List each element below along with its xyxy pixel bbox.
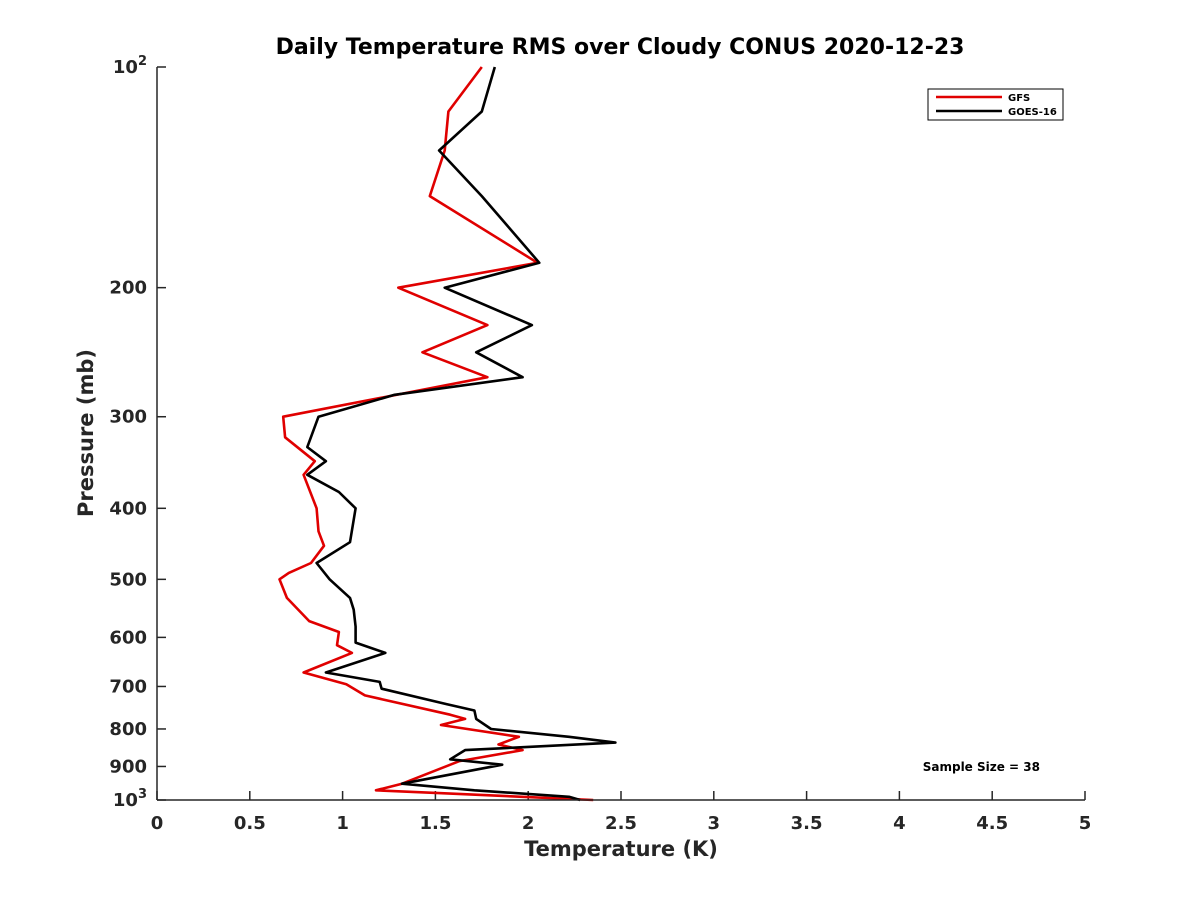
- legend-label-gfs: GFS: [1008, 93, 1030, 104]
- series-line-goes16: [306, 66, 617, 802]
- x-tick-label: 0: [151, 813, 164, 834]
- x-tick-label: 4.5: [976, 813, 1008, 834]
- y-tick-label: 300: [109, 407, 147, 428]
- y-tick-label: 800: [109, 719, 147, 740]
- legend: GFS GOES-16: [927, 88, 1064, 121]
- x-tick-label: 0.5: [234, 813, 266, 834]
- y-tick-label: 900: [109, 756, 147, 777]
- y-tick-exponent: 3: [138, 787, 147, 802]
- y-tick-exponent: 2: [138, 54, 147, 69]
- x-tick-label: 4: [893, 813, 906, 834]
- series-line-gfs: [278, 66, 594, 802]
- y-tick-label: 200: [109, 278, 147, 299]
- legend-box: [927, 88, 1064, 121]
- chart-title: Daily Temperature RMS over Cloudy CONUS …: [276, 35, 965, 60]
- y-axis-label: Pressure (mb): [74, 349, 98, 517]
- x-tick-label: 3: [708, 813, 721, 834]
- x-tick-label: 5: [1079, 813, 1092, 834]
- series-layer: [278, 66, 617, 802]
- legend-label-goes16: GOES-16: [1008, 107, 1057, 118]
- x-tick-label: 2.5: [605, 813, 637, 834]
- y-tick-label: 700: [109, 676, 147, 697]
- y-tick-label: 500: [109, 569, 147, 590]
- y-tick-label: 102: [113, 54, 147, 78]
- y-tick-label: 400: [109, 498, 147, 519]
- y-tick-base: 10: [113, 57, 138, 78]
- x-tick-label: 1.5: [419, 813, 451, 834]
- x-tick-label: 1: [336, 813, 349, 834]
- y-tick-base: 10: [113, 790, 138, 811]
- y-tick-label: 600: [109, 627, 147, 648]
- x-tick-label: 3.5: [791, 813, 823, 834]
- axis-ticks: 0 0.5 1 1.5 2 2.5 3 3.5 4 4.5 51022003004005006007…: [109, 54, 1091, 834]
- x-axis-label: Temperature (K): [524, 837, 718, 861]
- x-tick-label: 2: [522, 813, 535, 834]
- sample-size-annotation: Sample Size = 38: [923, 760, 1040, 774]
- y-tick-label: 103: [113, 787, 147, 811]
